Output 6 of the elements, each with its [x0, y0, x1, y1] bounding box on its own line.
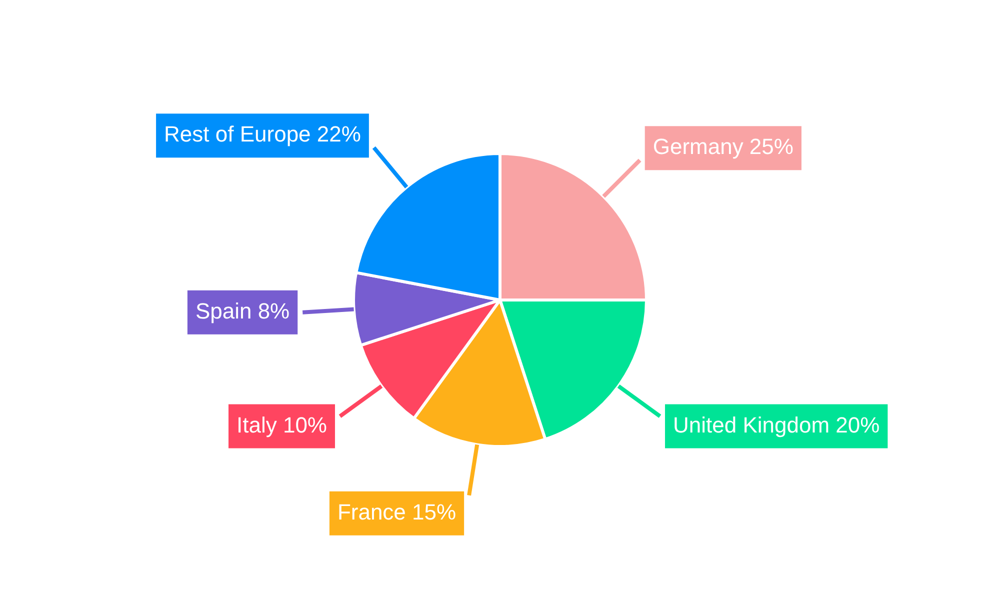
- slice-label: Italy 10%: [236, 412, 328, 438]
- slice-label: United Kingdom 20%: [673, 412, 880, 438]
- slice-label: Rest of Europe 22%: [164, 122, 361, 147]
- slice-label: Germany 25%: [652, 134, 794, 160]
- slice-label: Spain 8%: [195, 298, 290, 324]
- slice-label: France 15%: [337, 499, 456, 524]
